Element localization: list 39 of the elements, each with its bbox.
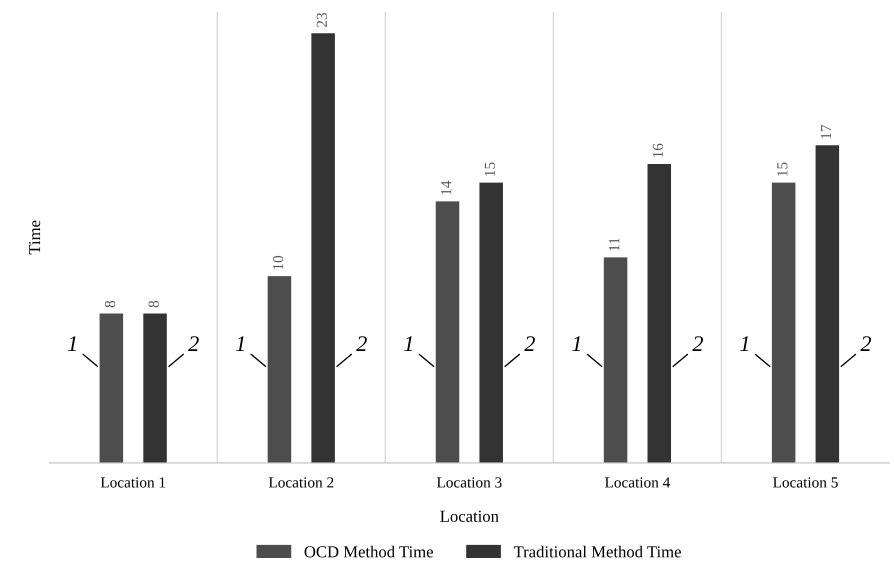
annotation: 1 [404,336,412,351]
bar [604,257,628,463]
data-label: 8 [148,300,159,308]
annotation: 2 [692,336,703,351]
x-tick-label: Location 1 [100,477,166,488]
legend-label: OCD Method Time [304,546,433,558]
bar [648,164,672,463]
bar [479,182,503,463]
data-label: 14 [441,180,452,194]
data-label: 11 [609,238,620,251]
x-tick-label: Location 4 [604,477,670,488]
bar [143,313,167,463]
annotation: 2 [860,336,872,351]
x-tick-label: Location 3 [436,477,502,488]
legend-label: Traditional Method Time [514,546,681,558]
annotation: 2 [524,336,535,351]
annotation: 2 [188,336,199,351]
data-label: 15 [484,162,496,176]
annotation: 1 [68,336,76,351]
data-label: 10 [272,256,284,270]
bar [311,33,335,463]
bar [772,182,796,463]
x-tick-label: Location 5 [773,477,838,488]
data-label: 15 [777,162,788,176]
annotation: 1 [572,336,580,351]
bar [816,145,840,463]
data-label: 16 [652,144,664,158]
bar [436,201,460,463]
x-tick-label: Location 2 [268,477,334,488]
annotation: 1 [740,336,748,351]
bar [268,276,292,463]
x-axis-title: Location [440,510,499,522]
annotation: 2 [356,336,367,351]
bar [100,313,124,463]
data-label: 8 [104,300,116,308]
data-label: 17 [820,124,832,138]
annotation: 1 [236,336,244,351]
data-label: 23 [316,12,327,27]
y-axis-title: Time [29,220,40,254]
